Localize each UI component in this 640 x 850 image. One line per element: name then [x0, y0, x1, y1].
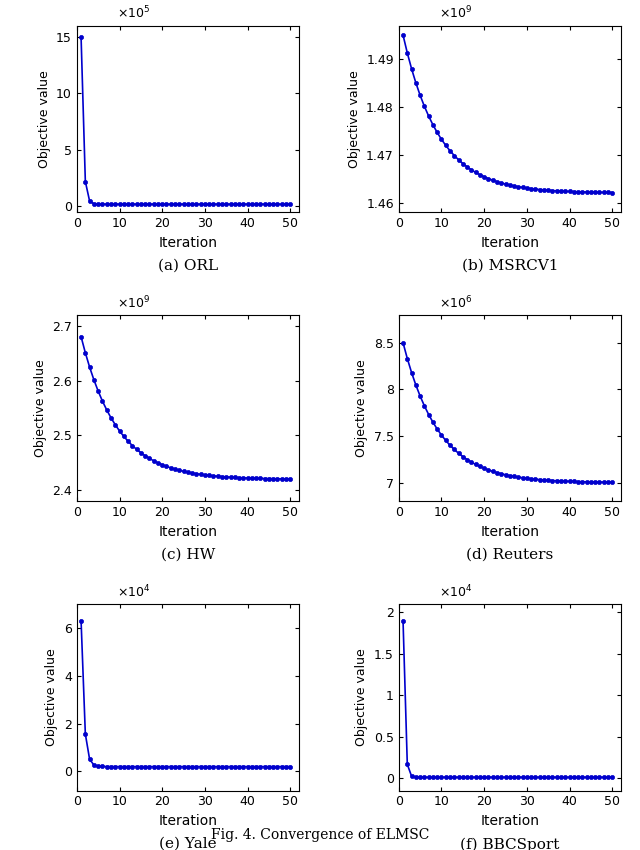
Y-axis label: Objective value: Objective value [355, 360, 369, 457]
Text: $\times 10^{9}$: $\times 10^{9}$ [439, 5, 472, 22]
X-axis label: Iteration: Iteration [158, 814, 218, 828]
Text: (a) ORL: (a) ORL [157, 258, 218, 273]
Y-axis label: Objective value: Objective value [355, 649, 369, 746]
Text: (d) Reuters: (d) Reuters [466, 548, 554, 562]
Text: $\times 10^{4}$: $\times 10^{4}$ [439, 584, 472, 600]
X-axis label: Iteration: Iteration [158, 524, 218, 539]
Text: (b) MSRCV1: (b) MSRCV1 [461, 258, 558, 273]
Text: (c) HW: (c) HW [161, 548, 215, 562]
X-axis label: Iteration: Iteration [158, 235, 218, 250]
Y-axis label: Objective value: Objective value [33, 360, 47, 457]
Text: (e) Yale: (e) Yale [159, 837, 216, 850]
X-axis label: Iteration: Iteration [480, 814, 540, 828]
Text: Fig. 4. Convergence of ELMSC: Fig. 4. Convergence of ELMSC [211, 828, 429, 842]
Text: $\times 10^{5}$: $\times 10^{5}$ [116, 5, 150, 22]
Y-axis label: Objective value: Objective value [45, 649, 58, 746]
X-axis label: Iteration: Iteration [480, 524, 540, 539]
Y-axis label: Objective value: Objective value [348, 70, 360, 167]
Text: $\times 10^{9}$: $\times 10^{9}$ [116, 294, 150, 311]
Y-axis label: Objective value: Objective value [38, 70, 51, 167]
Text: $\times 10^{4}$: $\times 10^{4}$ [116, 584, 150, 600]
Text: $\times 10^{6}$: $\times 10^{6}$ [439, 294, 472, 311]
X-axis label: Iteration: Iteration [480, 235, 540, 250]
Text: (f) BBCSport: (f) BBCSport [460, 837, 559, 850]
